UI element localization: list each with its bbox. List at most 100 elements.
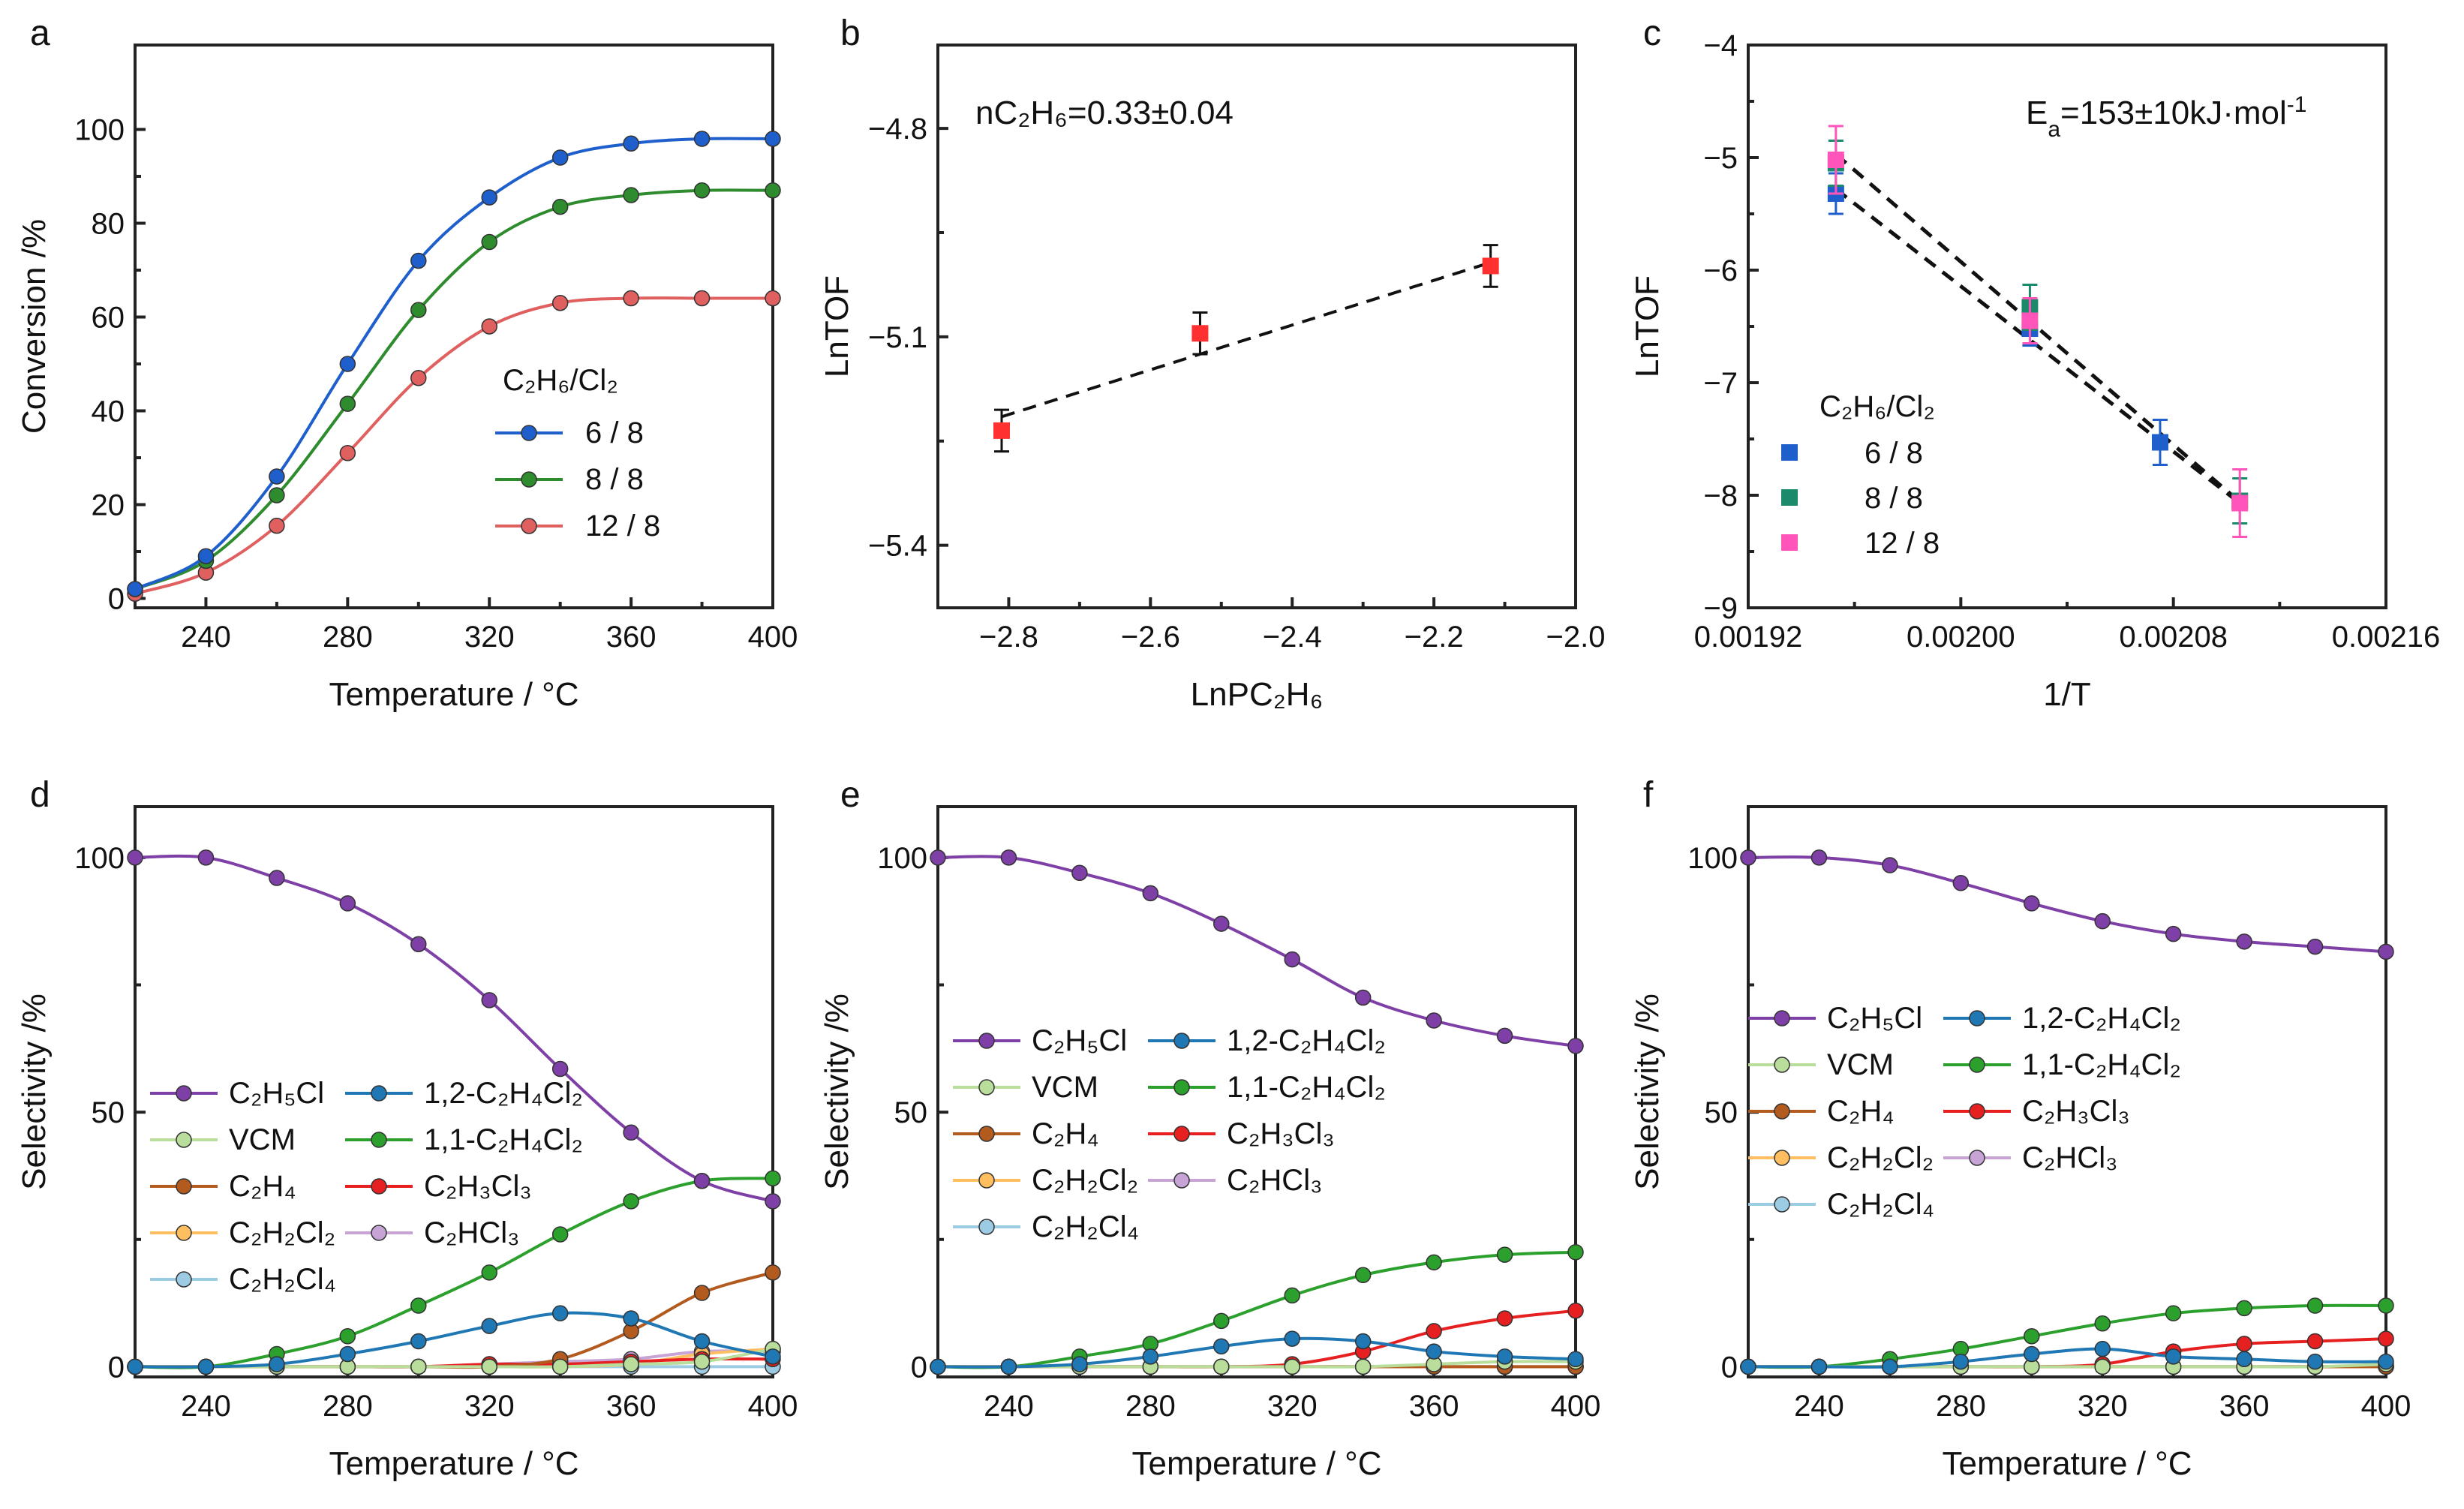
data-point	[481, 189, 497, 206]
y-tick-label: −5.1	[868, 321, 927, 354]
data-point	[2378, 1330, 2394, 1347]
legend-label: 8 / 8	[1865, 482, 1923, 515]
legend-marker	[1969, 1010, 1985, 1027]
x-axis-label: Temperature / °C	[1131, 1445, 1381, 1482]
data-point	[2231, 494, 2249, 512]
legend-marker	[521, 518, 537, 534]
legend-marker	[176, 1178, 192, 1195]
data-point	[1952, 875, 1970, 891]
data-point	[623, 135, 639, 152]
legend-label: 1,2-C₂H₄Cl₂	[1227, 1024, 1386, 1057]
y-tick-label: −4	[1703, 29, 1738, 62]
series-6 / 8	[127, 131, 781, 597]
data-point	[1810, 1358, 1828, 1375]
series-line	[134, 1177, 774, 1369]
x-axis-label: Temperature / °C	[329, 676, 578, 713]
panel-label: d	[30, 775, 50, 815]
data-point	[551, 198, 569, 215]
series-C₂H₅Cl	[930, 849, 1584, 1054]
legend-marker	[1781, 444, 1798, 461]
x-tick-label: 320	[2078, 1390, 2128, 1423]
data-point	[1213, 1338, 1230, 1355]
legend-label: C₂H₂Cl₄	[229, 1263, 336, 1296]
data-point	[930, 1358, 946, 1375]
data-point	[269, 487, 285, 504]
series-1,2-C₂H₄Cl₂	[127, 1305, 781, 1375]
data-point	[551, 1060, 569, 1078]
data-point	[2236, 1300, 2252, 1317]
data-point	[1496, 1027, 1513, 1045]
legend-marker	[176, 1225, 192, 1241]
data-point	[2306, 938, 2324, 955]
x-axis-label: LnPC₂H₆	[1191, 676, 1324, 713]
series-line	[1747, 1337, 2387, 1369]
legend-label: C₂H₃Cl₃	[424, 1170, 532, 1203]
legend-label: 1,1-C₂H₄Cl₂	[424, 1123, 583, 1156]
data-point	[1740, 1358, 1756, 1375]
data-point	[693, 1333, 711, 1350]
x-tick-label: 240	[181, 621, 231, 654]
legend-label: VCM	[1032, 1071, 1098, 1104]
data-point	[410, 1333, 427, 1350]
y-tick-label: 20	[92, 489, 125, 522]
series-1,1-C₂H₄Cl₂	[1740, 1297, 2394, 1375]
x-tick-label: −2.6	[1121, 621, 1180, 654]
data-point	[410, 370, 427, 386]
series-C₂H₅Cl	[1740, 849, 2394, 960]
data-point	[481, 233, 497, 251]
series-line	[1747, 1347, 2387, 1369]
x-tick-label: 320	[464, 621, 515, 654]
data-point	[1882, 857, 1898, 873]
data-point	[1482, 257, 1499, 275]
legend-label: VCM	[1827, 1048, 1894, 1081]
y-tick-label: −7	[1703, 367, 1738, 400]
data-point	[339, 395, 356, 412]
data-point	[127, 849, 143, 866]
data-point	[2306, 1333, 2324, 1350]
data-point	[410, 252, 427, 269]
series-12 / 8	[1827, 125, 2249, 538]
x-tick-label: 240	[181, 1390, 231, 1423]
legend-marker	[1173, 1033, 1190, 1049]
legend-marker	[1781, 534, 1798, 551]
data-point	[2236, 933, 2252, 950]
data-point	[410, 302, 427, 318]
data-point	[765, 182, 781, 199]
data-point	[765, 1348, 781, 1365]
y-tick-label: 50	[894, 1096, 928, 1129]
data-point	[339, 445, 356, 461]
data-point	[1354, 1333, 1372, 1350]
x-tick-label: 280	[323, 621, 373, 654]
x-tick-label: −2.8	[979, 621, 1038, 654]
data-point	[1071, 864, 1088, 881]
x-tick-label: 240	[984, 1390, 1034, 1423]
x-tick-label: 360	[606, 1390, 657, 1423]
series-line	[1747, 1303, 2387, 1369]
x-tick-label: 320	[464, 1390, 515, 1423]
data-point	[481, 318, 497, 335]
x-tick-label: 360	[2219, 1390, 2270, 1423]
y-tick-label: −5	[1703, 142, 1738, 175]
legend-label: C₂H₂Cl₄	[1827, 1188, 1934, 1221]
data-point	[765, 1170, 781, 1187]
legend-marker	[371, 1085, 387, 1102]
y-axis-label: Selectivity /%	[16, 993, 53, 1190]
panel-f: f 240 280 320 360 400 0 50 100 Selectivity /% Temp…	[1629, 775, 2411, 1482]
data-point	[551, 1305, 569, 1321]
x-tick-label: 0.00208	[2119, 621, 2228, 654]
legend-label: C₂H₃Cl₃	[2022, 1095, 2130, 1128]
x-axis-label: Temperature / °C	[329, 1445, 578, 1482]
data-point	[481, 1358, 497, 1375]
plot-frame	[1747, 805, 2387, 1378]
legend-label: 8 / 8	[585, 463, 644, 496]
x-tick-label: 400	[2361, 1390, 2411, 1423]
data-point	[1213, 1358, 1230, 1375]
data-point	[2378, 1353, 2394, 1370]
legend-marker	[371, 1178, 387, 1195]
series-C₂H₅Cl	[127, 849, 781, 1210]
data-point	[2024, 895, 2040, 912]
data-point	[339, 895, 356, 912]
y-axis-label: LnTOF	[1629, 275, 1666, 377]
data-point	[481, 1318, 497, 1334]
panel-label: f	[1643, 775, 1654, 815]
